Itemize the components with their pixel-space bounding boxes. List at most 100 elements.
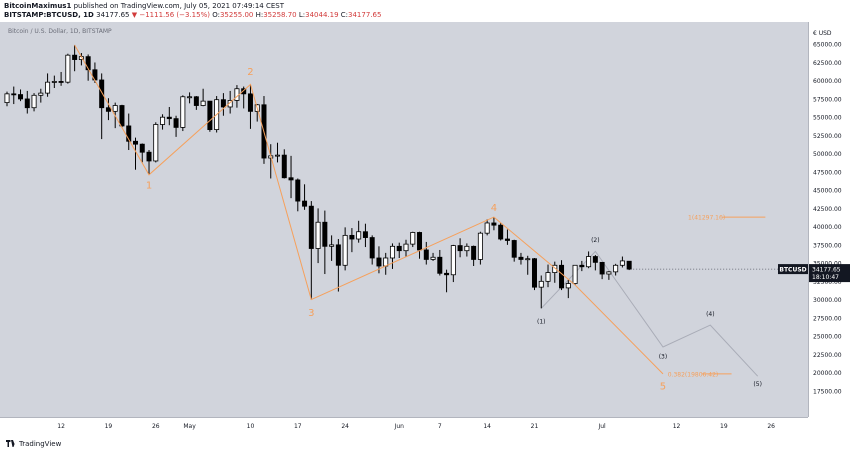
candle-body <box>437 256 443 274</box>
y-tick-label: 47500.00 <box>813 169 842 176</box>
candle-body <box>153 124 159 162</box>
candle-body <box>606 271 612 275</box>
chart-svg[interactable]: Bitcoin / U.S. Dollar, 1D, BITSTAMP17500… <box>0 22 850 435</box>
close-label: C: <box>340 11 349 19</box>
x-tick-label: 14 <box>483 423 491 430</box>
candle-body <box>531 258 537 288</box>
candle-body <box>112 105 118 112</box>
y-unit-label: € USD <box>813 30 832 37</box>
last-price: 34177.65 <box>96 11 130 19</box>
y-tick-label: 32500.00 <box>813 279 842 286</box>
candle-body <box>329 244 335 247</box>
symbol-label: BITSTAMP:BTCUSD, 1D <box>4 11 94 19</box>
y-tick-label: 45000.00 <box>813 188 842 195</box>
x-tick-label: Jul <box>597 423 606 430</box>
candle-body <box>491 222 497 226</box>
chart-publish-info: BitcoinMaximus1 published on TradingView… <box>4 2 284 10</box>
candle-body <box>72 54 78 60</box>
tradingview-brand: TradingView <box>19 440 62 448</box>
candle-body <box>132 140 138 145</box>
candle-body <box>504 238 510 241</box>
candle-body <box>538 280 544 288</box>
wave-label: 5 <box>660 382 666 393</box>
fib-level-label: 1(41297.16) <box>688 215 725 222</box>
open-label: O: <box>212 11 220 19</box>
y-tick-label: 17500.00 <box>813 388 842 395</box>
candle-body <box>376 257 382 267</box>
candle-body <box>4 93 10 103</box>
wave-label: (1) <box>537 318 546 325</box>
candle-body <box>139 143 145 153</box>
price-chart[interactable]: Bitcoin / U.S. Dollar, 1D, BITSTAMP 17500… <box>0 22 850 435</box>
countdown-label: 18:10:47 <box>812 274 839 281</box>
candle-body <box>288 177 294 181</box>
candle-body <box>51 81 57 83</box>
candle-body <box>315 221 321 249</box>
candle-body <box>613 264 619 273</box>
wave-label: (3) <box>659 353 668 360</box>
y-tick-label: 55000.00 <box>813 115 842 122</box>
candle-body <box>525 258 531 261</box>
candle-body <box>369 237 375 259</box>
y-tick-label: 20000.00 <box>813 370 842 377</box>
x-tick-label: 12 <box>673 423 681 430</box>
x-tick-label: 17 <box>294 423 302 430</box>
candle-body <box>430 256 436 260</box>
candle-body <box>335 244 341 266</box>
y-tick-label: 50000.00 <box>813 151 842 158</box>
candle-body <box>227 100 233 108</box>
candles <box>4 44 632 309</box>
candle-body <box>207 100 213 130</box>
candle-body <box>362 231 368 238</box>
candle-body <box>220 99 226 108</box>
candle-body <box>572 264 578 284</box>
low-label: L: <box>298 11 306 19</box>
last-price-box <box>809 264 850 283</box>
y-tick-label: 40000.00 <box>813 224 842 231</box>
candle-body <box>58 81 64 83</box>
y-tick-label: 42500.00 <box>813 206 842 213</box>
candle-body <box>518 256 524 260</box>
candle-body <box>389 245 395 259</box>
wave-label: 4 <box>491 203 497 214</box>
candle-body <box>619 260 625 266</box>
candle-body <box>308 205 314 249</box>
candle-body <box>464 245 470 252</box>
close-value: 34177.65 <box>348 11 382 19</box>
tradingview-logo[interactable]: TradingView <box>6 440 61 448</box>
candle-body <box>247 93 253 112</box>
wave-label: (5) <box>753 381 762 388</box>
x-tick-label: 19 <box>105 423 113 430</box>
x-tick-label: 7 <box>438 423 442 430</box>
wave-label: 3 <box>308 308 314 319</box>
y-tick-label: 37500.00 <box>813 242 842 249</box>
candle-body <box>180 96 186 128</box>
published-text: published on TradingView.com, July 05, 2… <box>73 2 284 10</box>
chart-title: Bitcoin / U.S. Dollar, 1D, BITSTAMP <box>8 28 112 35</box>
candle-body <box>403 243 409 252</box>
candle-body <box>599 261 605 275</box>
candle-body <box>65 54 71 83</box>
candle-body <box>457 245 463 252</box>
high-value: 35258.70 <box>263 11 297 19</box>
candle-body <box>38 92 44 96</box>
author-name[interactable]: BitcoinMaximus1 <box>4 2 72 10</box>
candle-body <box>18 94 24 100</box>
candle-body <box>302 200 308 207</box>
symbol-ohlc-line: BITSTAMP:BTCUSD, 1D 34177.65 ▼ −1111.56 … <box>4 11 381 19</box>
candle-body <box>559 264 565 289</box>
price-axis-background <box>808 22 850 435</box>
open-value: 35255.00 <box>219 11 254 19</box>
y-tick-label: 65000.00 <box>813 42 842 49</box>
symbol-tag: BTCUSD <box>779 266 806 273</box>
candle-body <box>281 154 287 179</box>
candle-body <box>146 151 152 162</box>
x-tick-label: 10 <box>247 423 255 430</box>
candle-body <box>565 283 571 289</box>
candle-body <box>396 245 402 252</box>
candle-body <box>99 79 105 109</box>
y-tick-label: 60000.00 <box>813 78 842 85</box>
candle-body <box>24 98 30 109</box>
candle-body <box>342 234 348 266</box>
y-tick-label: 30000.00 <box>813 297 842 304</box>
